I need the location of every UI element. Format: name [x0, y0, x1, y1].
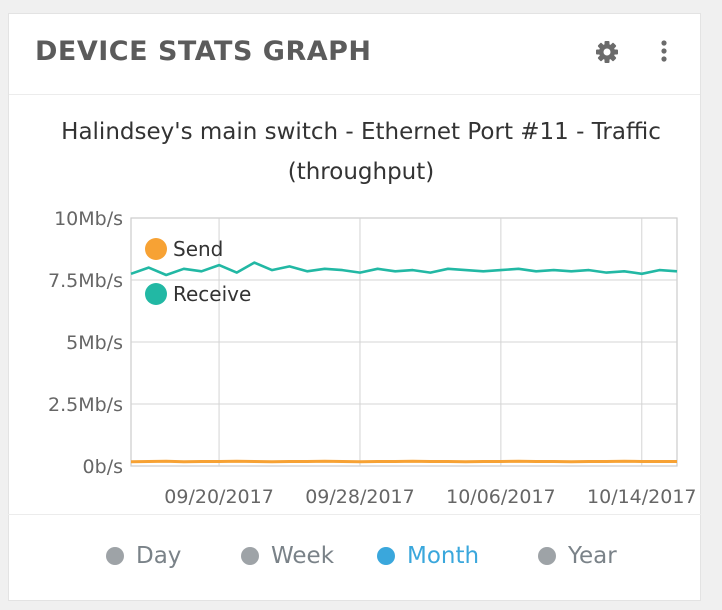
chart-legend: Send Receive [145, 237, 251, 306]
radio-dot-icon [241, 547, 259, 565]
range-option-day[interactable]: Day [106, 541, 181, 571]
y-tick-label: 10Mb/s [54, 208, 123, 230]
widget-title: DEVICE STATS GRAPH [35, 36, 372, 67]
chart-title-line-1: Halindsey's main switch - Ethernet Port … [61, 119, 661, 145]
radio-dot-icon [377, 547, 395, 565]
range-label-month: Month [407, 543, 480, 569]
range-label-week: Week [271, 543, 335, 569]
chart-title-line-2: (throughput) [287, 159, 435, 185]
radio-dot-icon [106, 547, 124, 565]
series-line-send [130, 459, 677, 464]
radio-dot-icon [538, 547, 556, 565]
more-vertical-icon[interactable] [654, 38, 674, 66]
gear-icon[interactable] [593, 38, 621, 66]
traffic-chart: 0b/s 2.5Mb/s 5Mb/s 7.5Mb/s 10Mb/s 09/20/2017… [48, 208, 697, 508]
range-selector: Day Week Month Year [8, 514, 701, 601]
x-tick-label: 09/20/2017 [164, 486, 274, 508]
range-option-month[interactable]: Month [377, 541, 479, 571]
series-line-receive [130, 261, 678, 277]
widget-header: DEVICE STATS GRAPH [9, 14, 700, 95]
chart-title: Halindsey's main switch - Ethernet Port … [0, 112, 722, 192]
range-label-year: Year [568, 543, 617, 569]
x-tick-label: 10/14/2017 [587, 486, 697, 508]
legend-label-receive: Receive [173, 282, 251, 306]
y-axis-ticks: 0b/s 2.5Mb/s 5Mb/s 7.5Mb/s 10Mb/s [48, 208, 123, 478]
x-tick-label: 09/28/2017 [305, 486, 415, 508]
chart-series [130, 261, 678, 464]
x-tick-label: 10/06/2017 [446, 486, 556, 508]
range-label-day: Day [136, 543, 182, 569]
x-axis-ticks: 09/20/2017 09/28/2017 10/06/2017 10/14/2017 [164, 486, 696, 508]
device-stats-widget: DEVICE STATS GRAPH [8, 13, 701, 601]
legend-label-send: Send [173, 237, 223, 261]
range-option-week[interactable]: Week [241, 541, 334, 571]
y-tick-label: 5Mb/s [66, 332, 123, 354]
legend-marker-send [145, 238, 167, 260]
chart-grid [130, 217, 678, 467]
legend-marker-receive [145, 283, 167, 305]
y-tick-label: 0b/s [83, 456, 123, 478]
range-option-year[interactable]: Year [538, 541, 617, 571]
y-tick-label: 2.5Mb/s [48, 394, 123, 416]
y-tick-label: 7.5Mb/s [48, 270, 123, 292]
